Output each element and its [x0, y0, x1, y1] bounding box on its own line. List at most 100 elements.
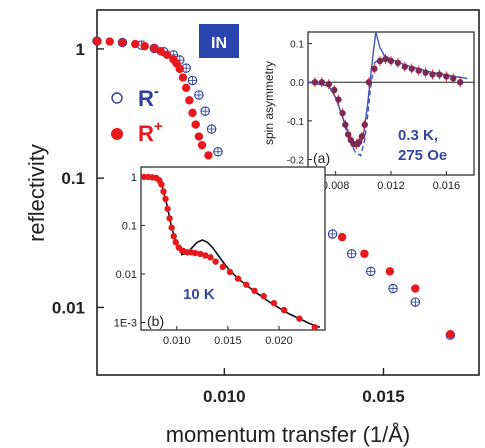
inset-b-x-ticks: 0.010 0.015 0.020 — [163, 326, 293, 347]
inset-a-x-ticks: 0.008 0.012 0.016 — [322, 171, 460, 192]
r-plus-point — [181, 83, 191, 93]
inset-a-point — [429, 69, 436, 80]
inset-b-y-tick-label: 1 — [131, 172, 137, 184]
inset-a-point — [318, 77, 326, 88]
inset-b-point — [160, 188, 167, 195]
r-plus-point — [185, 96, 194, 105]
inset-b-x-tick-label: 0.010 — [163, 335, 191, 347]
r-plus-point — [105, 37, 114, 46]
inset-b-point — [311, 323, 318, 331]
r-minus-point — [187, 75, 198, 86]
inset-b-frame — [140, 166, 326, 331]
inset-b-point — [164, 205, 171, 213]
inset-b-point — [170, 232, 177, 240]
inset-a-point — [311, 77, 319, 88]
inset-a-point — [376, 55, 384, 66]
r-plus-point — [191, 120, 200, 129]
r-minus-point — [194, 90, 204, 100]
inset-a-x-tick-label: 0.008 — [322, 180, 350, 192]
inset-a-frame — [307, 31, 475, 176]
main-x-tick-label: 0.010 — [203, 387, 246, 406]
inset-a-panel-label: (a) — [313, 150, 330, 166]
inset-b-point — [243, 281, 250, 288]
inset-a-y-axis-label: spin asymmetry — [262, 61, 276, 145]
inset-a-point — [436, 69, 443, 80]
r-plus-point — [175, 64, 184, 74]
inset-a-point — [408, 63, 415, 74]
r-plus-point — [446, 330, 455, 339]
inset-b-panel-label: (b) — [147, 313, 164, 329]
r-plus-point — [188, 108, 197, 118]
inset-a-point — [335, 94, 342, 105]
inset-a-point — [401, 61, 409, 72]
inset-b-y-tick-label: 0.1 — [122, 220, 137, 232]
inset-b-x-tick-label: 0.015 — [214, 335, 242, 347]
inset-a-point — [342, 119, 349, 130]
inset-b-point — [172, 239, 179, 246]
inset-a-annotation-line1: 0.3 K, — [398, 127, 438, 144]
r-plus-point — [178, 73, 188, 82]
inset-a-x-tick-label: 0.016 — [433, 180, 461, 192]
inset-b: 0.010 0.015 0.020 1 0.1 0.01 1E-3 (b) 10 K — [114, 166, 326, 347]
main-plot-frame — [96, 9, 480, 376]
inset-b-point — [207, 254, 214, 261]
inset-a: 0.008 0.012 0.016 0.1 0.0 -0.1 -0.2 spin asym… — [262, 31, 475, 192]
r-plus-point — [156, 47, 165, 56]
main-x-tick-label: 0.015 — [362, 387, 405, 406]
inset-a-point — [422, 67, 429, 78]
legend-label-r-minus: R- — [138, 83, 159, 111]
inset-a-point — [387, 55, 395, 66]
r-plus-point — [204, 151, 213, 160]
legend-entry-r-minus: R- — [111, 83, 159, 111]
inset-b-point — [191, 249, 199, 257]
r-plus-point — [92, 36, 102, 46]
inset-a-point — [443, 71, 450, 82]
inset-b-point — [158, 181, 165, 188]
r-minus-point — [327, 229, 338, 239]
inset-a-y-tick-label: -0.2 — [287, 156, 305, 167]
inset-b-y-tick-label: 1E-3 — [114, 317, 137, 329]
inset-a-point — [358, 131, 366, 142]
in-badge-label: IN — [211, 35, 227, 52]
inset-a-x-tick-label: 0.012 — [377, 180, 405, 192]
inset-b-point — [226, 268, 234, 276]
main-x-ticks: 0.010 0.015 — [203, 368, 405, 406]
inset-a-point — [456, 77, 464, 88]
main-y-tick-label: 0.01 — [52, 298, 85, 317]
r-plus-point — [140, 41, 149, 51]
inset-a-point — [415, 65, 422, 76]
inset-a-point — [325, 79, 332, 90]
inset-b-x-tick-label: 0.020 — [265, 335, 293, 347]
r-plus-point — [411, 284, 420, 293]
inset-b-point — [296, 315, 303, 322]
main-y-axis-label: reflectivity — [24, 144, 49, 242]
r-plus-point — [194, 132, 204, 141]
main-y-tick-label: 0.1 — [61, 169, 85, 188]
inset-b-data-points — [140, 173, 318, 331]
in-badge: IN — [199, 24, 239, 58]
inset-a-point — [331, 84, 338, 95]
main-legend: R- R+ — [111, 83, 163, 146]
inset-a-point — [344, 129, 352, 140]
inset-b-point — [166, 215, 173, 222]
inset-b-point — [162, 195, 169, 203]
r-plus-point — [131, 39, 140, 49]
r-minus-point — [206, 124, 217, 134]
inset-a-y-tick-label: 0.0 — [290, 78, 304, 89]
inset-b-y-tick-label: 0.01 — [116, 269, 137, 281]
inset-b-point — [270, 299, 278, 307]
inset-a-point — [371, 63, 378, 74]
legend-marker-filled — [111, 128, 123, 140]
inset-a-point — [365, 77, 373, 88]
r-plus-point — [197, 140, 207, 150]
inset-a-point — [361, 119, 368, 130]
r-minus-point — [346, 249, 357, 259]
r-plus-point — [150, 44, 159, 53]
inset-a-point — [382, 54, 389, 65]
r-minus-point — [200, 106, 210, 116]
r-plus-point — [118, 38, 127, 47]
legend-marker-open — [111, 92, 123, 104]
legend-label-r-plus: R+ — [138, 118, 163, 146]
inset-a-point — [355, 137, 363, 148]
